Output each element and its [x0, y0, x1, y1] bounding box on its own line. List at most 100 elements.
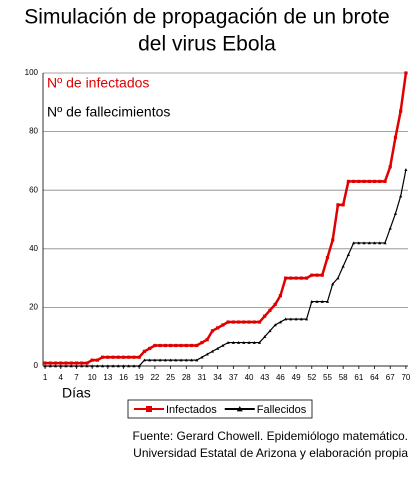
x-tick-label: 40	[245, 373, 254, 382]
marker	[299, 317, 303, 321]
marker	[404, 168, 408, 171]
marker	[59, 364, 63, 368]
marker	[257, 340, 262, 344]
marker	[80, 361, 84, 365]
y-tick-label: 20	[29, 303, 38, 312]
marker	[90, 364, 94, 368]
marker	[53, 361, 58, 365]
marker	[325, 299, 330, 303]
x-tick-label: 1	[43, 373, 48, 382]
x-tick-label: 52	[307, 373, 316, 382]
marker	[221, 343, 225, 347]
marker	[341, 203, 345, 207]
marker	[273, 302, 277, 307]
marker	[216, 346, 220, 350]
marker	[174, 343, 178, 348]
marker	[320, 273, 324, 277]
marker	[284, 317, 288, 321]
x-tick-label: 70	[401, 373, 410, 382]
marker	[106, 355, 110, 359]
marker	[378, 241, 382, 245]
marker	[116, 364, 120, 368]
source: Fuente: Gerard Chowell. Epidemiólogo mat…	[133, 429, 408, 443]
marker	[284, 276, 288, 280]
marker	[158, 358, 162, 362]
series-line	[45, 169, 407, 367]
x-tick-label: 13	[103, 373, 112, 382]
marker	[85, 361, 89, 365]
y-tick-label: 60	[29, 185, 38, 194]
marker	[278, 294, 283, 298]
x-tick-label: 46	[276, 373, 285, 382]
marker	[263, 335, 267, 338]
marker	[179, 358, 183, 362]
y-tick-label: 0	[34, 361, 39, 370]
x-tick-label: 7	[74, 373, 79, 382]
marker	[148, 358, 152, 362]
marker	[388, 165, 392, 169]
marker	[153, 343, 157, 348]
marker	[221, 323, 225, 327]
marker	[200, 355, 204, 359]
marker	[205, 338, 209, 342]
marker	[168, 343, 173, 348]
marker	[352, 179, 356, 184]
x-tick-label: 4	[59, 373, 64, 382]
x-tick-label: 10	[88, 373, 97, 382]
marker	[299, 276, 303, 280]
marker	[200, 340, 204, 345]
marker	[158, 343, 162, 348]
marker	[210, 329, 215, 333]
marker	[367, 179, 371, 184]
marker	[372, 179, 377, 184]
marker	[242, 340, 246, 344]
marker	[74, 364, 79, 368]
marker	[263, 314, 267, 318]
x-tick-label: 31	[198, 373, 207, 382]
marker	[121, 364, 126, 368]
marker	[64, 364, 68, 368]
marker	[189, 358, 194, 362]
marker	[278, 320, 283, 324]
marker	[116, 355, 120, 359]
legend-box	[127, 399, 313, 419]
marker	[352, 241, 356, 245]
marker	[310, 273, 314, 277]
marker	[80, 364, 84, 368]
marker	[48, 364, 52, 368]
marker	[163, 358, 167, 362]
marker	[127, 364, 131, 368]
marker	[111, 364, 115, 368]
marker	[195, 358, 199, 362]
marker	[331, 238, 335, 242]
marker	[179, 343, 183, 348]
marker	[331, 282, 335, 286]
marker	[95, 364, 99, 368]
marker	[357, 241, 361, 245]
marker	[153, 358, 157, 362]
marker	[383, 179, 387, 184]
marker	[304, 317, 309, 321]
marker	[231, 320, 235, 324]
marker	[289, 317, 293, 321]
marker	[205, 352, 209, 356]
marker	[226, 320, 230, 324]
marker	[236, 320, 241, 324]
marker	[69, 361, 73, 365]
marker	[393, 212, 398, 215]
x-tick-label: 49	[292, 373, 301, 382]
marker	[168, 358, 173, 362]
marker	[273, 323, 277, 327]
marker	[320, 299, 324, 303]
chart-title: Simulación de propagación de un brote	[24, 6, 389, 29]
x-tick-label: 28	[182, 373, 191, 382]
marker	[268, 308, 272, 312]
marker	[95, 358, 99, 362]
marker	[174, 358, 178, 362]
marker	[43, 361, 47, 365]
marker	[226, 340, 230, 344]
marker	[341, 264, 345, 268]
source: Universidad Estatal de Arizona y elabora…	[133, 446, 408, 460]
y-tick-label: 40	[29, 244, 38, 253]
marker	[43, 364, 47, 368]
